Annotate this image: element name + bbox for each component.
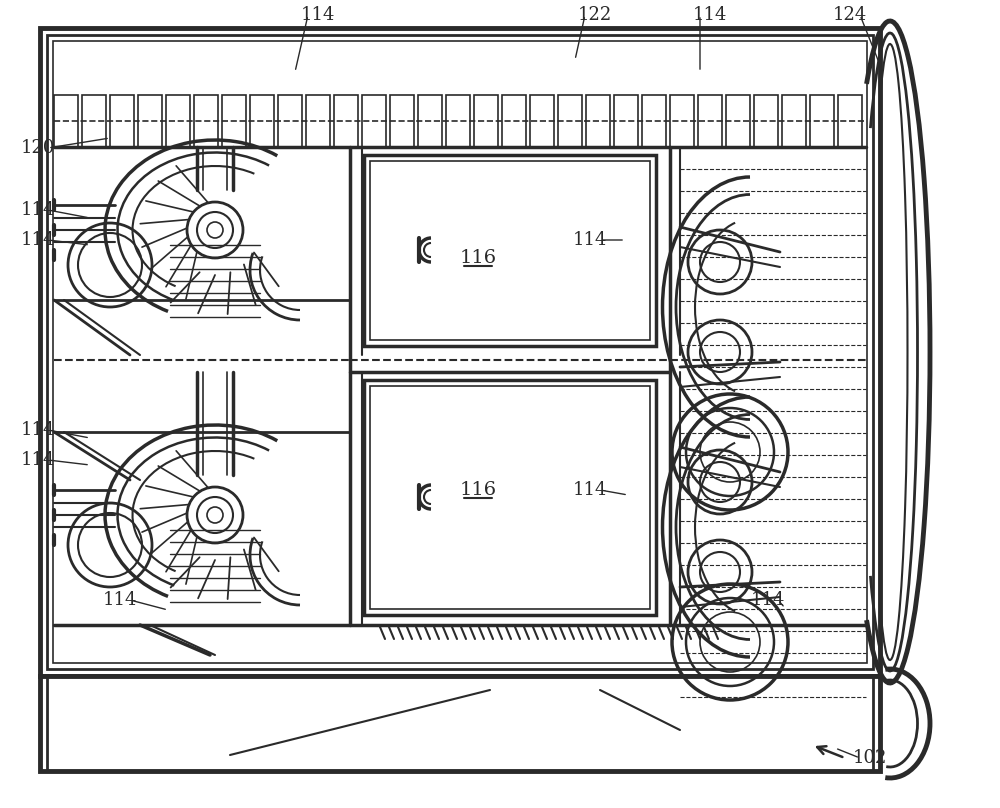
Bar [670,95,694,147]
Text: 114: 114 [103,591,137,609]
Text: 114: 114 [21,201,55,219]
Bar [838,95,862,147]
Text: 114: 114 [21,421,55,439]
Bar [370,161,650,340]
Text: 116: 116 [459,249,497,267]
Bar [370,386,650,609]
Bar [364,155,656,346]
Bar [166,95,190,147]
Bar [53,41,867,663]
Bar [250,95,274,147]
Bar [754,95,778,147]
Text: 114: 114 [301,6,335,24]
Text: 102: 102 [853,749,887,767]
Bar [810,95,834,147]
Bar [47,35,873,669]
Bar [558,95,582,147]
Bar [194,95,218,147]
Bar [362,95,386,147]
Bar [110,95,134,147]
Bar [364,380,656,615]
Bar [40,28,880,676]
Text: 114: 114 [21,231,55,249]
Text: 116: 116 [459,481,497,499]
Text: 114: 114 [693,6,727,24]
Bar [334,95,358,147]
Bar [502,95,526,147]
Text: 120: 120 [21,139,55,157]
Bar [306,95,330,147]
Text: 114: 114 [573,481,607,499]
Bar [278,95,302,147]
Bar [40,676,880,771]
Bar [446,95,470,147]
Bar [418,95,442,147]
Text: 124: 124 [833,6,867,24]
Bar [54,95,78,147]
Text: 114: 114 [573,231,607,249]
Text: 122: 122 [578,6,612,24]
Bar [138,95,162,147]
Bar [726,95,750,147]
Bar [82,95,106,147]
Bar [698,95,722,147]
Bar [474,95,498,147]
Bar [222,95,246,147]
Text: 114: 114 [751,591,785,609]
Bar [782,95,806,147]
Bar [614,95,638,147]
Bar [390,95,414,147]
Bar [586,95,610,147]
Text: 114: 114 [21,451,55,469]
Bar [47,676,873,771]
Bar [642,95,666,147]
Bar [530,95,554,147]
